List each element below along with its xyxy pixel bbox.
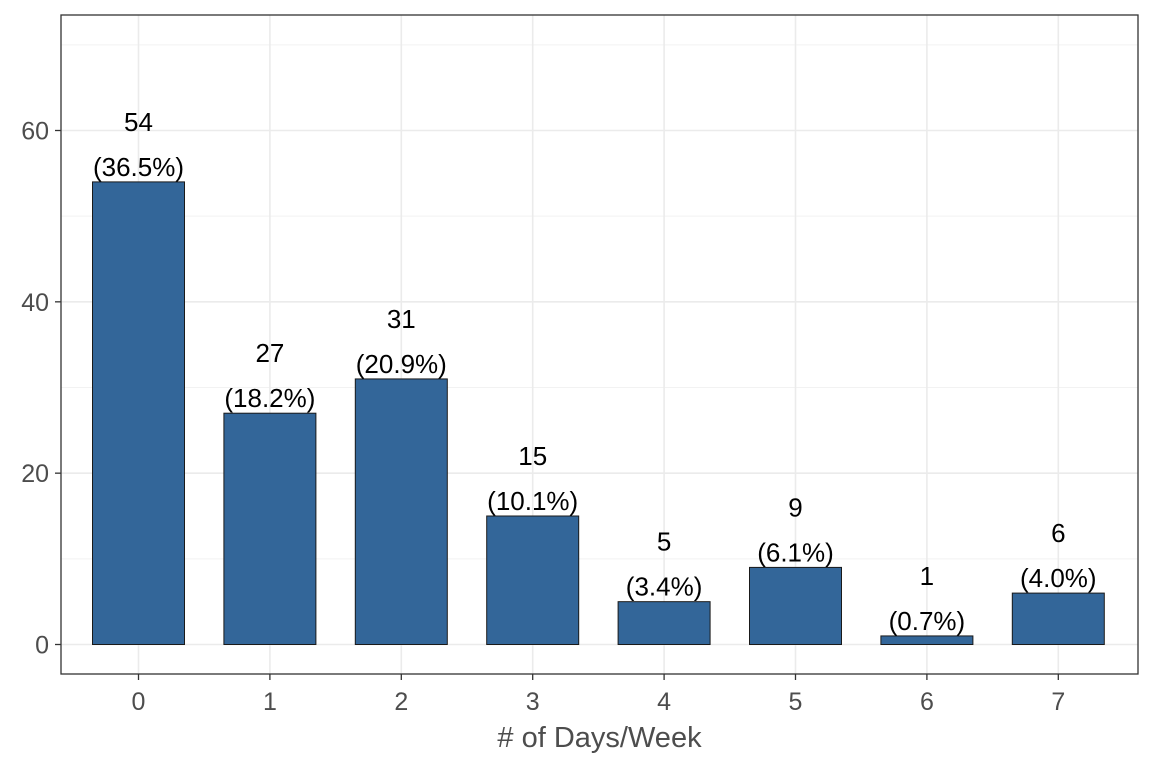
bar-count-label: 27: [255, 338, 284, 368]
bar-6: [880, 635, 974, 646]
x-tick-label: 6: [920, 688, 934, 716]
x-tick-label: 7: [1051, 688, 1065, 716]
bar-percent-label: (20.9%): [356, 349, 447, 379]
x-tick-label: 2: [394, 688, 408, 716]
bar-percent-label: (18.2%): [224, 383, 315, 413]
bar-percent-label: (3.4%): [626, 572, 703, 602]
y-tick-label: 40: [21, 289, 49, 317]
panel-border: [60, 14, 1139, 675]
x-tick-label: 3: [526, 688, 540, 716]
bar-percent-label: (10.1%): [487, 486, 578, 516]
bar-2: [354, 378, 448, 645]
grid-lines: [61, 15, 1138, 674]
bar-count-label: 54: [124, 107, 153, 137]
bar-3: [486, 515, 580, 645]
x-tick-label: 4: [657, 688, 671, 716]
axes: 0 20 40 60 0 1 2 3 4 5 6 7: [21, 118, 1065, 717]
bar-count-label: 9: [788, 492, 802, 522]
bar-4: [617, 601, 711, 646]
bar-percent-label: (6.1%): [757, 537, 834, 567]
y-tick-label: 20: [21, 460, 49, 488]
bar-7: [1011, 592, 1105, 645]
bar-5: [749, 566, 842, 646]
bar-count-label: 31: [387, 304, 416, 334]
x-axis-title: # of Days/Week: [497, 722, 702, 754]
x-tick-label: 5: [789, 688, 803, 716]
bar-count-label: 1: [920, 561, 934, 591]
bar-0: [92, 181, 185, 645]
bar-percent-label: (36.5%): [93, 152, 184, 182]
bars: [92, 181, 1105, 646]
bar-percent-label: (0.7%): [889, 606, 966, 636]
bar-labels: 54 (36.5%) 27 (18.2%) 31 (20.9%) 15 (10.1%) 5 (3.…: [93, 107, 1097, 636]
x-tick-label: 1: [263, 688, 277, 716]
bar-1: [223, 412, 317, 646]
y-tick-label: 0: [35, 632, 49, 660]
bar-percent-label: (4.0%): [1020, 563, 1097, 593]
x-tick-label: 0: [132, 688, 146, 716]
bar-count-label: 5: [657, 527, 671, 557]
y-tick-label: 60: [21, 118, 49, 146]
bar-count-label: 6: [1051, 518, 1065, 548]
bar-count-label: 15: [518, 441, 547, 471]
